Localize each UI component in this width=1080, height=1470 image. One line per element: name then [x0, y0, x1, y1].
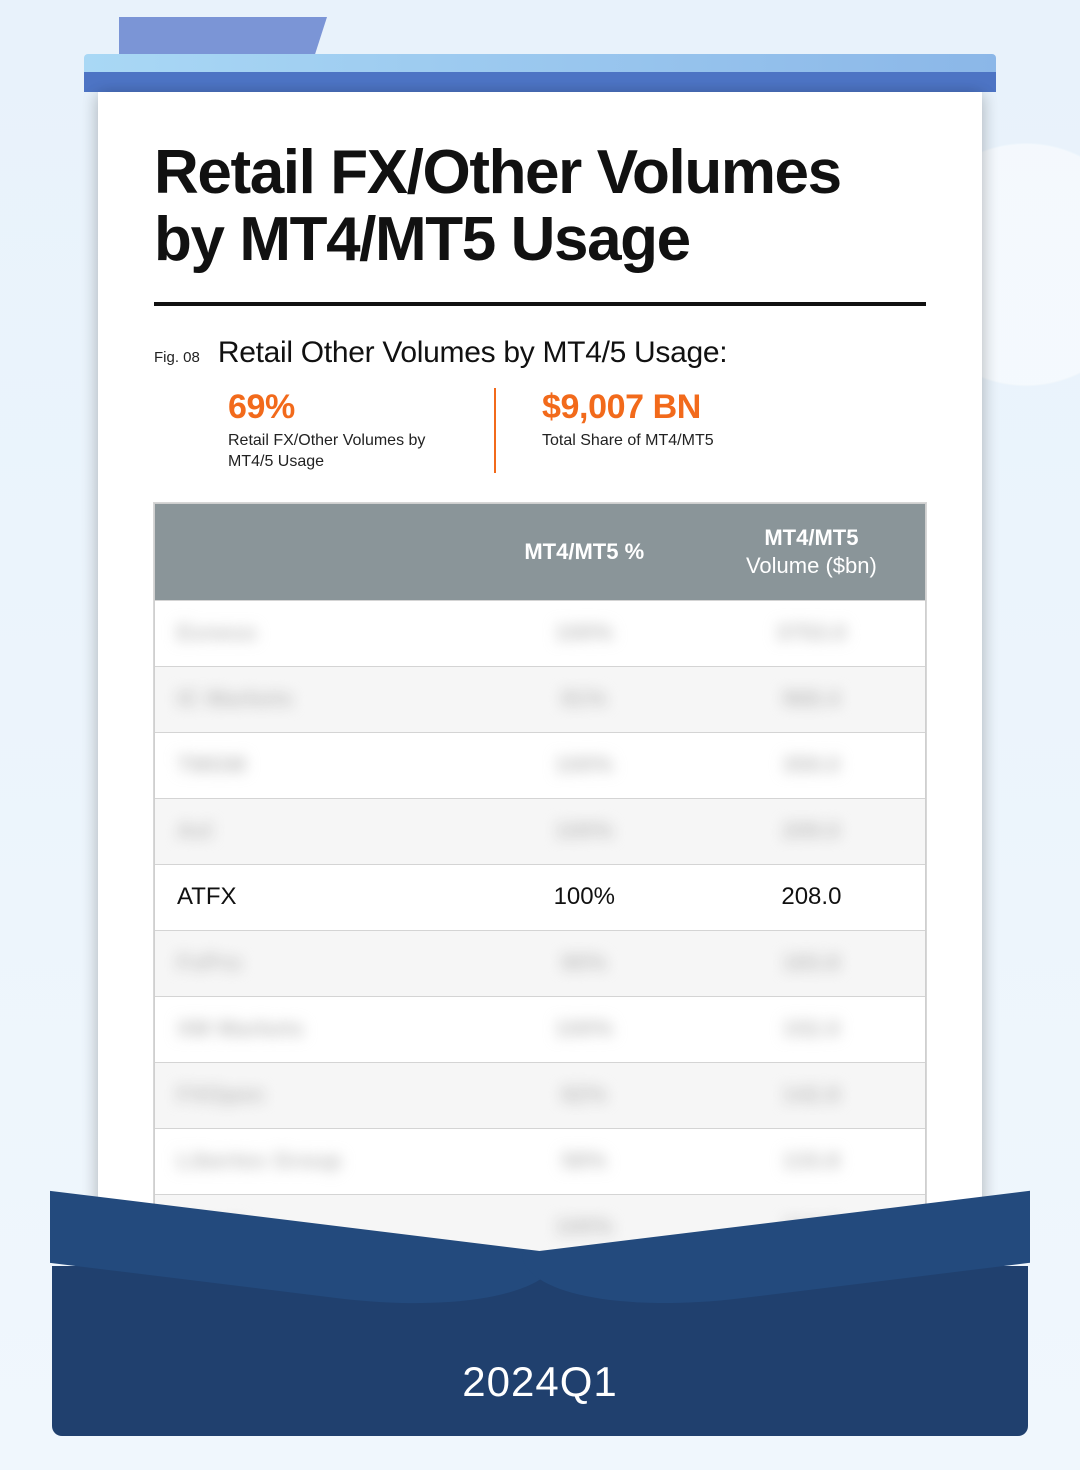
table-cell-pct: 81% [471, 686, 698, 712]
stat-right-value: $9,007 BN [542, 388, 714, 427]
table-cell-pct: 100% [471, 752, 698, 778]
table-header-vol: MT4/MT5 Volume ($bn) [698, 508, 925, 595]
table-cell-pct: 82% [471, 1082, 698, 1108]
table-row: FxPro90%183.8 [155, 930, 925, 996]
table-cell-vol: 142.8 [698, 1082, 925, 1108]
key-stats: 69% Retail FX/Other Volumes by MT4/5 Usa… [228, 388, 926, 473]
envelope-back [52, 1266, 1028, 1436]
table-row: ATFX100%208.0 [155, 864, 925, 930]
table-header-vol-strong: MT4/MT5 [764, 525, 858, 550]
table-cell-name: Exness [155, 620, 471, 646]
title-divider [154, 302, 926, 306]
figure-subtitle: Retail Other Volumes by MT4/5 Usage: [218, 336, 727, 370]
table-row: Exness100%3753.0 [155, 600, 925, 666]
table-header-vol-light: Volume ($bn) [746, 553, 877, 578]
table-row: FXOpen82%142.8 [155, 1062, 925, 1128]
stat-left-caption: Retail FX/Other Volumes by MT4/5 Usage [228, 431, 448, 473]
table-header-name [155, 536, 471, 568]
stage: Retail FX/Other Volumes by MT4/MT5 Usage… [0, 0, 1080, 1470]
table-row: XM Markets100%152.0 [155, 996, 925, 1062]
envelope-footer: 2024Q1 [52, 1240, 1028, 1436]
envelope-label: 2024Q1 [52, 1358, 1028, 1406]
document-card: Retail FX/Other Volumes by MT4/MT5 Usage… [98, 92, 982, 1322]
table-cell-name: ATFX [155, 883, 471, 911]
table-cell-pct: 90% [471, 950, 698, 976]
table-cell-name: TMGM [155, 752, 471, 778]
page-title: Retail FX/Other Volumes by MT4/MT5 Usage [154, 140, 926, 274]
table-cell-name: FxPro [155, 950, 471, 976]
stat-left: 69% Retail FX/Other Volumes by MT4/5 Usa… [228, 388, 494, 473]
table-header-pct: MT4/MT5 % [471, 522, 698, 582]
table-row: TMGM100%359.0 [155, 732, 925, 798]
table-cell-vol: 3753.0 [698, 620, 925, 646]
table-cell-pct: 100% [471, 1016, 698, 1042]
folder-blue-strip [84, 72, 996, 92]
stat-right: $9,007 BN Total Share of MT4/MT5 [494, 388, 760, 473]
table-cell-name: FXOpen [155, 1082, 471, 1108]
table-row: IC Markets81%968.4 [155, 666, 925, 732]
table-cell-vol: 968.4 [698, 686, 925, 712]
table-cell-name: XM Markets [155, 1016, 471, 1042]
table-row: Axl100%209.0 [155, 798, 925, 864]
stat-right-caption: Total Share of MT4/MT5 [542, 431, 714, 452]
table-cell-pct: 100% [471, 883, 698, 911]
table-cell-vol: 359.0 [698, 752, 925, 778]
table-cell-name: IC Markets [155, 686, 471, 712]
table-cell-pct: 100% [471, 620, 698, 646]
stat-left-value: 69% [228, 388, 448, 427]
table-cell-vol: 209.0 [698, 818, 925, 844]
figure-label: Fig. 08 [154, 349, 200, 366]
table-cell-vol: 183.8 [698, 950, 925, 976]
table-cell-name: Axl [155, 818, 471, 844]
table-cell-vol: 152.0 [698, 1016, 925, 1042]
table-body: Exness100%3753.0IC Markets81%968.4TMGM10… [155, 600, 925, 1260]
table-cell-vol: 208.0 [698, 883, 925, 911]
table-cell-name: Libertex Group [155, 1148, 471, 1174]
table-cell-pct: 58% [471, 1148, 698, 1174]
table-cell-pct: 100% [471, 818, 698, 844]
data-table: MT4/MT5 % MT4/MT5 Volume ($bn) Exness100… [154, 503, 926, 1261]
table-header-row: MT4/MT5 % MT4/MT5 Volume ($bn) [155, 504, 925, 600]
figure-row: Fig. 08 Retail Other Volumes by MT4/5 Us… [154, 336, 926, 370]
table-row: Libertex Group58%133.8 [155, 1128, 925, 1194]
table-cell-vol: 133.8 [698, 1148, 925, 1174]
